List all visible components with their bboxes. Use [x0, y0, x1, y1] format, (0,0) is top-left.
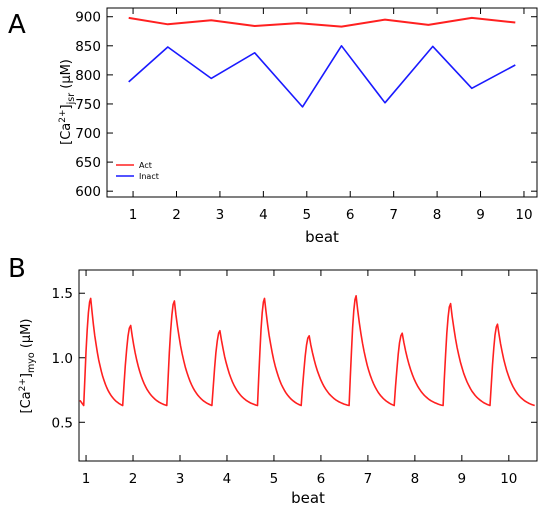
chart-b-ylabel-bracket: ]	[19, 373, 34, 378]
x-tick-label: 1	[129, 207, 138, 223]
y-tick-label: 800	[75, 68, 101, 84]
x-tick-label: 2	[129, 471, 138, 487]
chart-a-xlabel: beat	[305, 228, 339, 246]
chart-a-frame	[106, 7, 538, 198]
x-tick-label: 10	[500, 471, 517, 487]
chart-b-ylabel-sup: 2+	[18, 378, 28, 391]
x-tick-label: 6	[317, 471, 326, 487]
x-tick-label: 2	[172, 207, 181, 223]
chart-b-ylabel-prefix: [Ca	[19, 391, 34, 413]
chart-a: 600 650 700 750 800 850 900 1 2 3 4 5 6 7 8 9 10 beat […	[58, 7, 538, 246]
chart-a-ylabel-bracket: ]	[59, 104, 74, 109]
x-tick-label: 4	[223, 471, 232, 487]
chart-b: 0.5 1.0 1.5 1 2 3 4 5 6 7 8 9 10 beat [Ca2+]myo (μM…	[18, 269, 538, 507]
x-tick-label: 3	[176, 471, 185, 487]
x-tick-label: 4	[259, 207, 268, 223]
x-tick-label: 8	[411, 471, 420, 487]
y-tick-label: 700	[75, 126, 101, 142]
chart-a-ylabel-sup: 2+	[58, 109, 68, 122]
chart-b-ylabel-sub: myo	[26, 352, 37, 373]
x-tick-label: 5	[270, 471, 279, 487]
y-tick-label: 1.0	[52, 351, 73, 367]
x-tick-label: 9	[458, 471, 467, 487]
y-tick-label: 750	[75, 97, 101, 113]
series-line-act	[128, 16, 516, 28]
y-tick-label: 0.5	[52, 415, 73, 431]
y-tick-label: 850	[75, 39, 101, 55]
x-tick-label: 7	[364, 471, 373, 487]
chart-a-ylabel-sub: jsr	[66, 93, 77, 106]
chart-a-ylabel-unit: (μM)	[59, 59, 74, 93]
chart-a-legend: Act Inact	[116, 161, 159, 181]
y-tick-label: 900	[75, 10, 101, 26]
legend-label-act: Act	[139, 161, 152, 170]
x-tick-label: 5	[303, 207, 312, 223]
chart-a-ylabel: [Ca2+]jsr (μM)	[58, 59, 77, 145]
x-tick-label: 8	[433, 207, 442, 223]
x-tick-label: 7	[389, 207, 398, 223]
y-tick-label: 1.5	[52, 286, 73, 302]
panel-b-label: B	[8, 254, 26, 284]
chart-b-ylabel-unit: (μM)	[19, 319, 34, 353]
chart-b-xlabel: beat	[291, 489, 325, 507]
chart-b-ylabel: [Ca2+]myo (μM)	[18, 319, 37, 414]
series-line-ca-myo	[79, 295, 535, 407]
x-tick-label: 10	[515, 207, 532, 223]
chart-a-ylabel-prefix: [Ca	[59, 123, 74, 145]
panel-a-label: A	[8, 10, 26, 40]
x-tick-label: 3	[216, 207, 225, 223]
legend-label-inact: Inact	[139, 172, 159, 181]
x-tick-label: 1	[82, 471, 91, 487]
x-tick-label: 6	[346, 207, 355, 223]
chart-b-frame	[78, 269, 538, 462]
series-line-inact	[128, 45, 516, 108]
y-tick-label: 650	[75, 155, 101, 171]
y-tick-label: 600	[75, 184, 101, 200]
x-tick-label: 9	[476, 207, 485, 223]
